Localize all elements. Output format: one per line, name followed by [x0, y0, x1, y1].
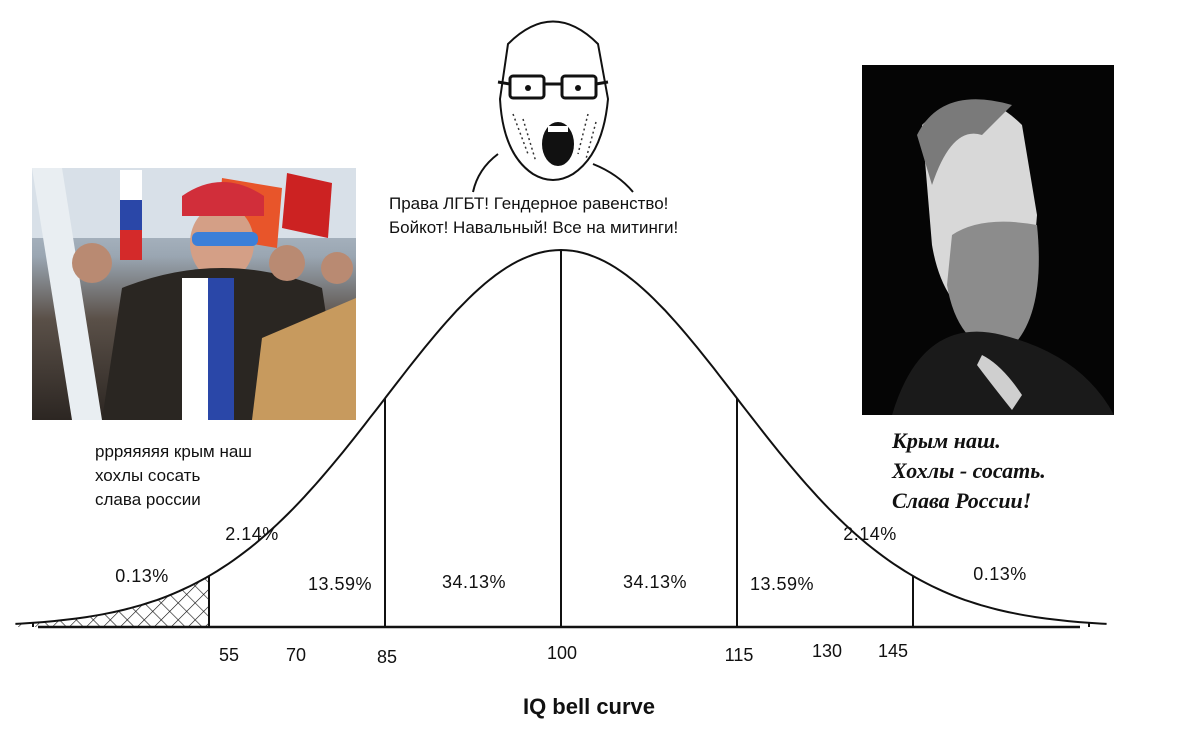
- center-caption-line: Права ЛГБТ! Гендерное равенство!: [389, 194, 669, 213]
- wojak-soyjak-icon: [468, 4, 638, 194]
- x-tick-label: 145: [877, 641, 909, 661]
- x-tick-label: 55: [218, 645, 240, 665]
- region-label: 34.13%: [622, 572, 688, 592]
- portrait-illustration: [862, 65, 1114, 415]
- region-label: 34.13%: [441, 572, 507, 592]
- left-caption-line: хохлы сосать: [95, 466, 201, 485]
- region-label: 2.14%: [843, 524, 897, 544]
- region-label: 0.13%: [973, 564, 1027, 584]
- rally-scene-illustration: [32, 168, 356, 420]
- left-caption: ррряяяяя крым наш хохлы сосать слава рос…: [95, 440, 335, 512]
- center-caption: Права ЛГБТ! Гендерное равенство! Бойкот!…: [389, 192, 769, 240]
- x-tick-label: 100: [546, 643, 578, 663]
- x-tick-label: 130: [811, 641, 843, 661]
- left-caption-line: слава россии: [95, 490, 201, 509]
- region-label: 13.59%: [749, 574, 815, 594]
- right-caption-line: Слава России!: [892, 488, 1032, 513]
- rally-crowd-photo: [32, 168, 356, 420]
- right-caption: Крым наш. Хохлы - сосать. Слава России!: [892, 426, 1132, 516]
- left-caption-line: ррряяяяя крым наш: [95, 442, 252, 461]
- region-label: 13.59%: [307, 574, 373, 594]
- center-caption-line: Бойкот! Навальный! Все на митинги!: [389, 218, 679, 237]
- chart-axis-label: IQ bell curve: [522, 694, 656, 719]
- region-label: 2.14%: [225, 524, 279, 544]
- x-tick-label: 70: [285, 645, 307, 665]
- bearded-man-portrait: [862, 65, 1114, 415]
- region-label: 0.13%: [115, 566, 169, 586]
- crosshatched-region: [33, 576, 209, 627]
- right-caption-line: Хохлы - сосать.: [892, 458, 1046, 483]
- x-tick-label: 85: [376, 647, 398, 667]
- x-tick-label: 115: [724, 645, 754, 665]
- right-caption-line: Крым наш.: [892, 428, 1001, 453]
